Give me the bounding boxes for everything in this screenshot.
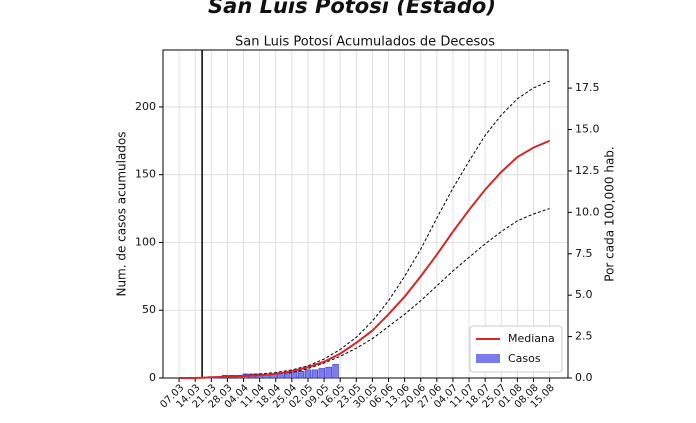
legend-label: Casos xyxy=(508,352,541,365)
y2-tick-label: 15.0 xyxy=(575,123,600,136)
page-title: San Luis Potosí (Estado) xyxy=(208,0,496,18)
bar xyxy=(325,366,332,379)
y-tick-label: 200 xyxy=(135,100,156,113)
y2-tick-label: 5.0 xyxy=(575,288,593,301)
bar xyxy=(297,370,305,379)
median-line xyxy=(179,139,550,379)
y-axis-label: Num. de casos acumulados xyxy=(115,131,129,296)
y2-tick-label: 12.5 xyxy=(575,164,600,177)
y2-tick-label: 0.0 xyxy=(575,371,593,384)
y-tick-label: 100 xyxy=(135,235,156,248)
y-tick-label: 150 xyxy=(135,168,156,181)
y2-tick-label: 17.5 xyxy=(575,81,600,94)
chart-title: San Luis Potosí Acumulados de Decesos xyxy=(235,35,495,50)
legend-swatch xyxy=(476,354,500,363)
bar xyxy=(311,369,319,379)
y2-tick-label: 10.0 xyxy=(575,205,600,218)
y2-tick-label: 7.5 xyxy=(575,247,593,260)
legend-label: Mediana xyxy=(508,332,555,345)
plot-frame xyxy=(162,49,569,379)
y-tick-label: 50 xyxy=(142,303,156,316)
y-tick-label: 0 xyxy=(149,371,156,384)
bar xyxy=(318,368,325,379)
y2-axis-label: Por cada 100,000 hab. xyxy=(603,146,617,281)
bar xyxy=(304,369,312,379)
bar xyxy=(332,364,339,379)
y2-tick-label: 2.5 xyxy=(575,330,593,343)
